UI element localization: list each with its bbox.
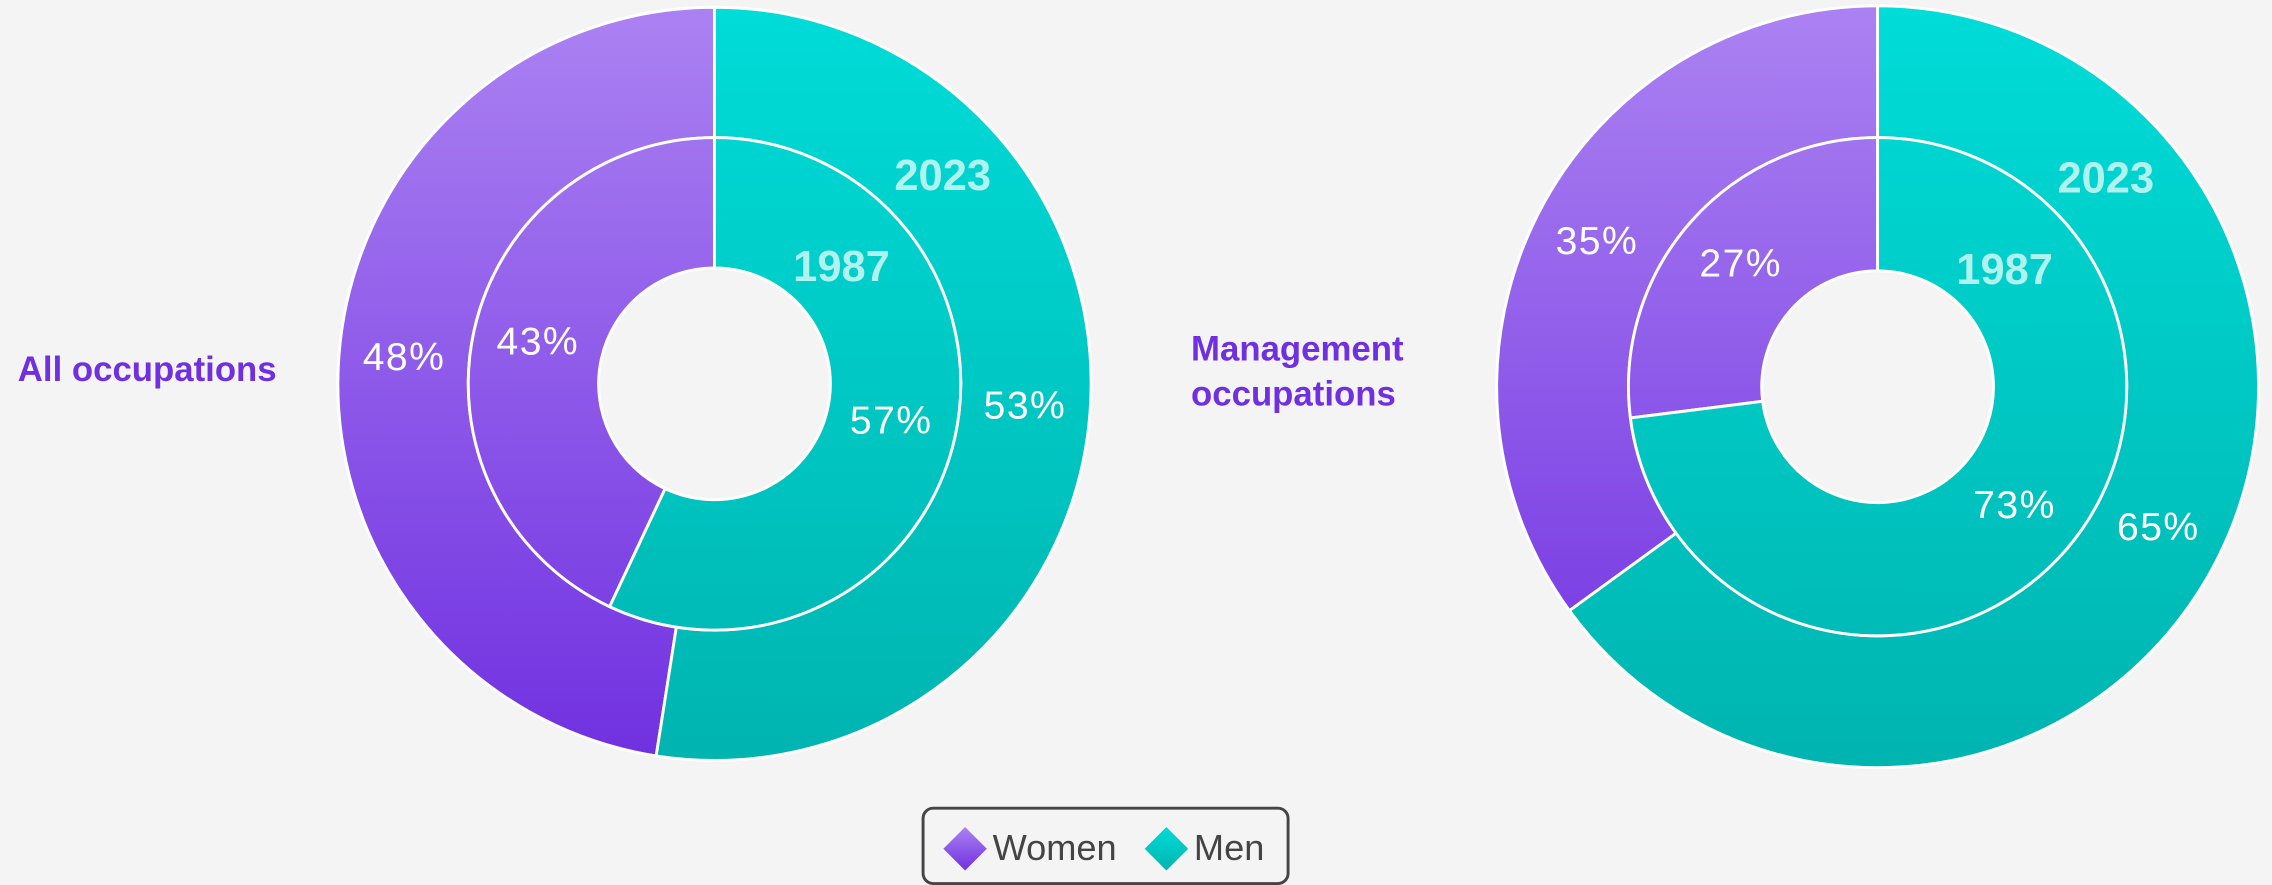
ring-label: 1987 <box>793 243 890 291</box>
data-label: 35% <box>1556 220 1639 263</box>
chart-title: All occupations <box>17 350 277 390</box>
data-label: 73% <box>1973 484 2056 527</box>
donut-segment <box>466 136 716 609</box>
donut-segment <box>607 136 963 632</box>
legend-box <box>921 806 1290 885</box>
donut-segment <box>1628 136 2129 638</box>
data-label: 57% <box>850 400 933 443</box>
data-label: 43% <box>497 321 580 364</box>
ring-label: 2023 <box>2057 155 2154 203</box>
legend-label: Women <box>993 827 1117 868</box>
legend-marker <box>1144 827 1189 871</box>
chart-title: Management occupations <box>1191 330 1404 415</box>
ring-label: 2023 <box>894 152 991 200</box>
legend-marker <box>943 827 987 871</box>
data-label: 65% <box>2117 506 2200 549</box>
data-label: 53% <box>984 384 1067 427</box>
legend-label: Men <box>1194 827 1264 868</box>
ring-label: 1987 <box>1956 246 2053 294</box>
data-label: 48% <box>363 336 446 379</box>
donut-segment <box>1627 136 1880 420</box>
data-label: 27% <box>1699 242 1782 285</box>
